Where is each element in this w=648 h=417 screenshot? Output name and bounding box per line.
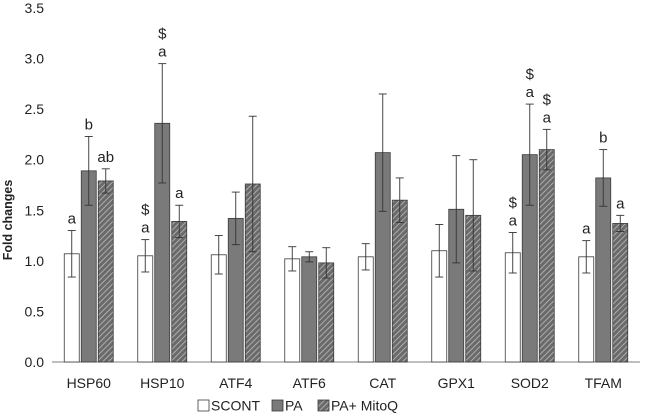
legend-label: SCONT [211,398,260,414]
significance-label: $ [509,195,518,212]
significance-label: ab [97,149,114,166]
significance-label: b [599,130,607,147]
bar-pa-mitoq-hsp60 [97,180,114,363]
y-tick-label: 1.0 [25,253,45,269]
significance-label: a [526,84,535,101]
y-tick-label: 2.5 [25,101,45,117]
x-tick-label: HSP10 [140,375,185,391]
significance-label: a [509,213,518,230]
bar-pa-mitoq-hsp10 [171,221,188,363]
x-axis: HSP60 HSP10 ATF4 ATF6 CAT GPX1 SOD2 TFAM [67,375,622,391]
significance-label: $ [543,91,552,108]
y-tick-label: 3.0 [25,51,45,67]
legend: SCONT PA PA+ MitoQ [197,398,398,414]
significance-label: a [582,221,591,238]
significance-label: a [141,220,150,237]
y-axis-label: Fold changes [1,180,15,261]
y-tick-label: 0.5 [25,303,45,319]
significance-label: a [616,195,625,212]
legend-swatch [271,399,284,412]
y-tick-label: 2.0 [25,152,45,168]
legend-swatch [197,399,210,412]
significance-label: a [158,44,167,61]
x-tick-label: ATF4 [219,375,252,391]
significance-label: a [543,109,552,126]
x-tick-label: ATF6 [293,375,326,391]
bar-pa-atf6 [301,256,318,363]
significance-label: $ [526,66,535,83]
x-tick-label: SOD2 [511,375,549,391]
legend-label: PA [285,398,303,414]
significance-label: $ [158,26,167,43]
y-tick-label: 0.0 [25,354,45,370]
y-axis: 0.0 0.5 1.0 1.5 2.0 2.5 3.0 3.5 [25,0,45,370]
x-tick-label: CAT [369,375,396,391]
bar-pa-mitoq-cat [391,199,408,363]
legend-swatch [317,399,330,412]
significance-label: a [68,211,77,228]
significance-label: a [175,185,184,202]
y-tick-label: 1.5 [25,202,45,218]
bar-scont-cat [357,256,374,363]
bar-pa-mitoq-sod2 [538,149,555,363]
bar-pa-mitoq-tfam [612,223,629,363]
legend-label: PA+ MitoQ [331,398,398,414]
bar-scont-atf6 [284,258,301,363]
significance-label: $ [141,202,150,219]
x-tick-label: HSP60 [67,375,112,391]
significance-label: b [85,116,93,133]
y-tick-label: 3.5 [25,0,45,16]
x-tick-label: GPX1 [438,375,476,391]
x-tick-label: TFAM [585,375,622,391]
